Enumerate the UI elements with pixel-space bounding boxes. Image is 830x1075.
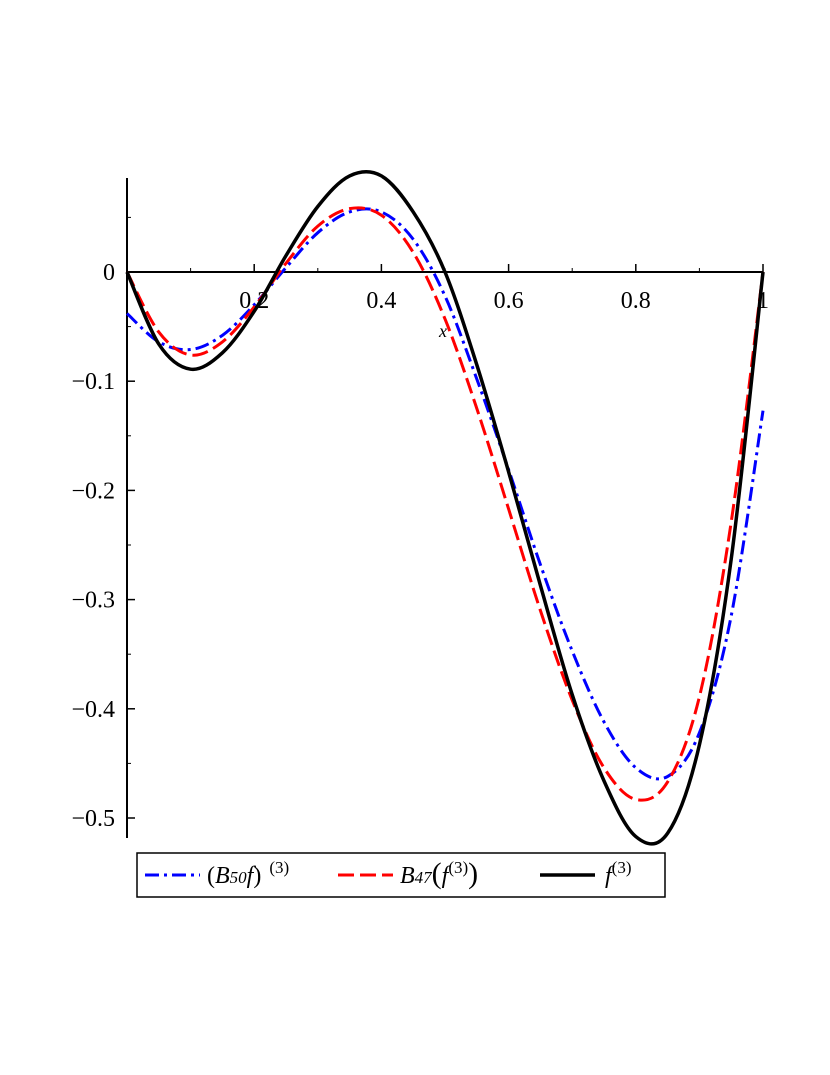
x-tick-label: 0.6: [494, 288, 524, 314]
y-tick-label: −0.1: [71, 369, 115, 395]
y-tick-label: 0: [103, 260, 115, 286]
legend-label-series-2: B47(f(3)): [400, 857, 478, 890]
axes: [126, 178, 763, 838]
x-tick-label: 0.8: [621, 288, 651, 314]
y-tick-label: −0.5: [71, 806, 115, 832]
series-line-3: [125, 169, 765, 846]
y-tick-label: −0.4: [71, 697, 115, 723]
legend-label-series-1: (B50f) (3): [207, 858, 289, 889]
series-line-1: [125, 207, 765, 781]
y-tick-label: −0.3: [71, 588, 115, 614]
series-line-2: [125, 206, 765, 802]
x-axis-label: x: [438, 321, 447, 341]
series-lines: [125, 169, 765, 846]
legend: (B50f) (3) B47(f(3)) f(3): [136, 852, 666, 898]
y-ticks: 0 −0.1 −0.2 −0.3 −0.4 −0.5: [71, 216, 135, 832]
x-tick-label: 0.4: [366, 288, 396, 314]
legend-label-series-3: f(3): [605, 858, 632, 889]
y-tick-label: −0.2: [71, 478, 115, 504]
